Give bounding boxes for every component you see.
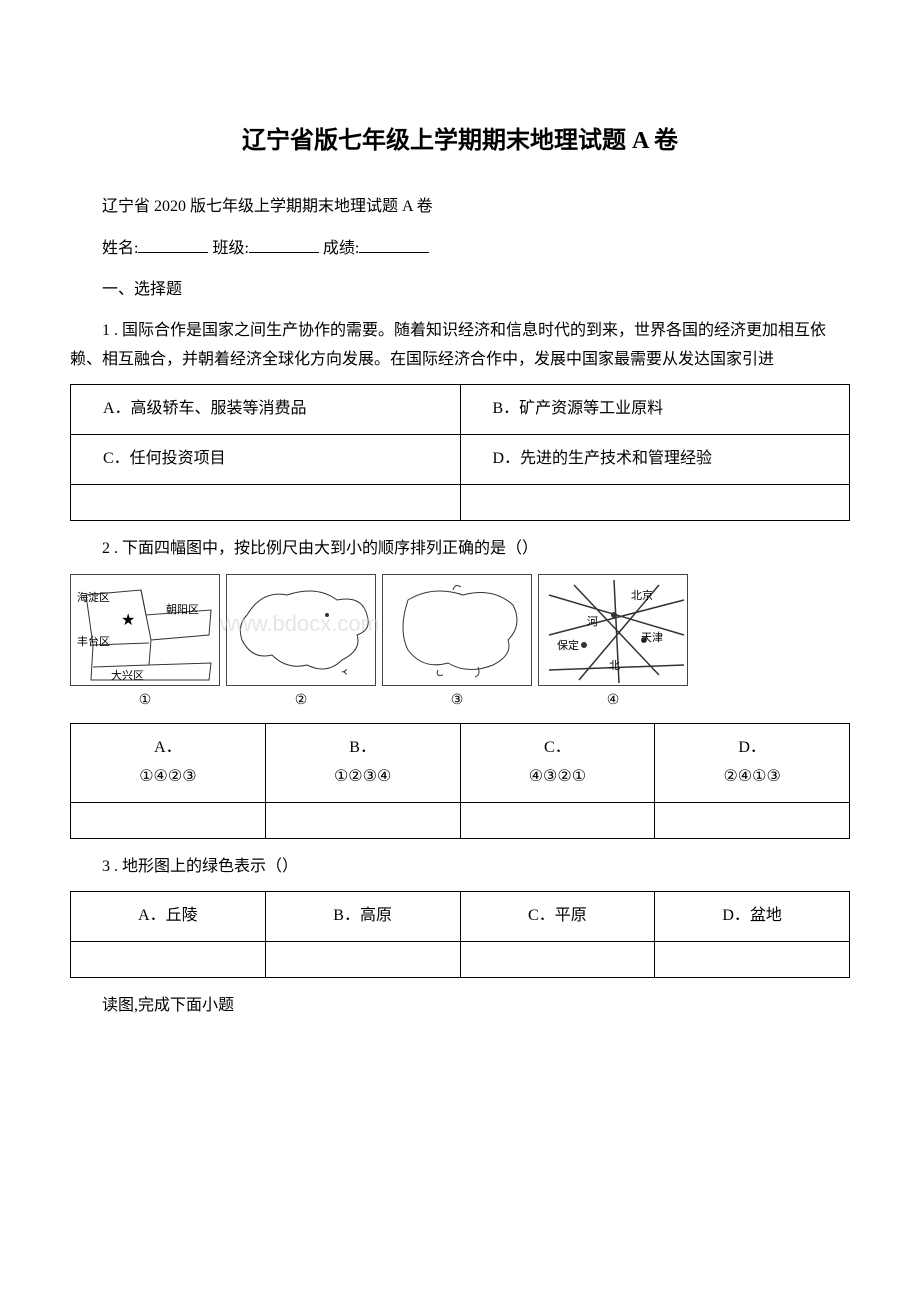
q1-option-b[interactable]: B．矿产资源等工业原料 — [460, 385, 850, 435]
score-label: 成绩: — [323, 240, 359, 257]
q1-option-d[interactable]: D．先进的生产技术和管理经验 — [460, 435, 850, 485]
svg-text:᚜: ᚜ — [341, 666, 348, 678]
q1-blank-cell — [71, 484, 461, 520]
map-label-row: ① ② ③ ④ — [70, 688, 850, 713]
map-panel-4: 北京 河 保定 天津 北 — [538, 574, 688, 686]
q2-d-val: ②④①③ — [723, 768, 780, 785]
q3-blank-cell — [71, 942, 266, 978]
q2-blank-cell — [265, 802, 460, 838]
q2-c-label: C． — [544, 739, 571, 756]
q2-option-b[interactable]: B． ①②③④ — [265, 723, 460, 802]
question-3-text: 3 . 地形图上的绿色表示（） — [70, 853, 850, 882]
map4-label-beijing: 北京 — [631, 587, 653, 607]
q3-blank-cell — [460, 942, 655, 978]
map1-label-chaoyang: 朝阳区 — [166, 601, 199, 621]
q2-a-val: ①④②③ — [139, 768, 196, 785]
map-panel-2: ᚜ — [226, 574, 376, 686]
map4-label-baoding: 保定 — [557, 637, 579, 657]
map-circled-2: ② — [226, 688, 376, 713]
document-title: 辽宁省版七年级上学期期末地理试题 A 卷 — [70, 120, 850, 163]
q1-blank-cell — [460, 484, 850, 520]
q2-b-val: ①②③④ — [334, 768, 391, 785]
name-blank[interactable] — [138, 234, 208, 253]
map-panel-1: ★ 海淀区 朝阳区 丰台区 大兴区 — [70, 574, 220, 686]
map1-label-haidian: 海淀区 — [77, 589, 110, 609]
q3-option-a[interactable]: A．丘陵 — [71, 892, 266, 942]
q2-d-label: D． — [738, 739, 766, 756]
q2-option-c[interactable]: C． ④③②① — [460, 723, 655, 802]
class-blank[interactable] — [249, 234, 319, 253]
question-1-text: 1 . 国际合作是国家之间生产协作的需要。随着知识经济和信息时代的到来，世界各国… — [70, 317, 850, 375]
q3-option-b[interactable]: B．高原 — [265, 892, 460, 942]
q2-blank-cell — [460, 802, 655, 838]
map-circled-3: ③ — [382, 688, 532, 713]
q3-option-c[interactable]: C．平原 — [460, 892, 655, 942]
question-3-options: A．丘陵 B．高原 C．平原 D．盆地 — [70, 891, 850, 978]
question-1-options: A．高级轿车、服装等消费品 B．矿产资源等工业原料 C．任何投资项目 D．先进的… — [70, 384, 850, 521]
map-circled-1: ① — [70, 688, 220, 713]
map4-label-bei: 北 — [609, 657, 620, 677]
question-2-text: 2 . 下面四幅图中，按比例尺由大到小的顺序排列正确的是（） — [70, 535, 850, 564]
document-subtitle: 辽宁省 2020 版七年级上学期期末地理试题 A 卷 — [70, 193, 850, 222]
map1-label-fengtai: 丰台区 — [77, 633, 110, 653]
map-thumbnails-row: ★ 海淀区 朝阳区 丰台区 大兴区 ᚜ — [70, 574, 850, 686]
q3-option-d[interactable]: D．盆地 — [655, 892, 850, 942]
q2-b-label: B． — [349, 739, 376, 756]
form-line: 姓名: 班级: 成绩: — [70, 234, 850, 264]
map-panel-3 — [382, 574, 532, 686]
q2-a-label: A． — [154, 739, 182, 756]
section-1-header: 一、选择题 — [70, 276, 850, 305]
q2-c-val: ④③②① — [529, 768, 586, 785]
q2-blank-cell — [71, 802, 266, 838]
question-4-intro: 读图,完成下面小题 — [70, 992, 850, 1021]
q2-blank-cell — [655, 802, 850, 838]
map4-label-tianjin: 天津 — [641, 629, 663, 649]
name-label: 姓名: — [102, 240, 138, 257]
q2-option-d[interactable]: D． ②④①③ — [655, 723, 850, 802]
map4-label-he: 河 — [587, 613, 598, 633]
q1-option-c[interactable]: C．任何投资项目 — [71, 435, 461, 485]
map1-label-daxing: 大兴区 — [111, 667, 144, 687]
q1-option-a[interactable]: A．高级轿车、服装等消费品 — [71, 385, 461, 435]
q3-blank-cell — [265, 942, 460, 978]
class-label: 班级: — [212, 240, 248, 257]
q2-option-a[interactable]: A． ①④②③ — [71, 723, 266, 802]
question-2-options: A． ①④②③ B． ①②③④ C． ④③②① D． ②④①③ — [70, 723, 850, 839]
map-circled-4: ④ — [538, 688, 688, 713]
q3-blank-cell — [655, 942, 850, 978]
svg-text:★: ★ — [121, 612, 135, 629]
score-blank[interactable] — [359, 234, 429, 253]
